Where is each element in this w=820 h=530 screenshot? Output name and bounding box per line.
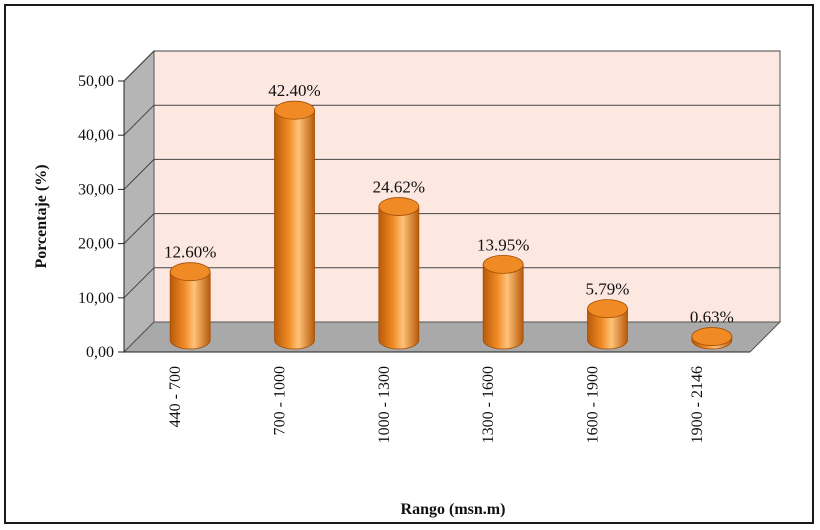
data-label: 0.63% (690, 308, 734, 327)
data-label: 13.95% (477, 235, 529, 254)
x-tick-label: 700 - 1000 (272, 366, 289, 435)
back-wall (153, 50, 781, 323)
bar-cylinder (274, 109, 315, 350)
data-label: 12.60% (164, 243, 216, 262)
bar-cylinder (169, 271, 211, 350)
bar-top (691, 327, 733, 346)
x-tick-label: 1300 - 1600 (480, 366, 497, 443)
bar-top (482, 254, 524, 274)
bar-top (169, 262, 211, 282)
chart-frame: 0,00 10,00 20,00 30,00 40,00 50,00 12.60% 440 -… (4, 4, 814, 524)
floor (122, 321, 782, 353)
side-wall (123, 49, 155, 354)
data-label: 42.40% (268, 81, 320, 100)
x-axis-title: Rango (msn.m) (401, 501, 506, 518)
x-tick-label: 1000 - 1300 (376, 366, 393, 443)
y-tick-label: 0,00 (86, 344, 114, 361)
bar-cylinder (378, 206, 420, 350)
gridline-side (123, 213, 155, 244)
bar-top (378, 197, 420, 216)
gridline-side (123, 50, 155, 82)
gridline-side (123, 267, 155, 299)
y-tick-label: 30,00 (78, 181, 114, 198)
bar-top (587, 299, 628, 319)
x-tick-label: 1900 - 2146 (689, 366, 706, 443)
bar-cylinder (587, 308, 628, 350)
bar-cylinder (482, 263, 524, 350)
data-label: 24.62% (373, 178, 425, 197)
y-tick-label: 10,00 (78, 290, 114, 307)
data-label: 5.79% (586, 280, 630, 299)
bar-chart: 0,00 10,00 20,00 30,00 40,00 50,00 12.60% 440 -… (33, 49, 782, 518)
y-tick-label: 50,00 (78, 73, 114, 90)
gridline-side (123, 159, 155, 190)
y-axis-title: Porcentaje (%) (33, 164, 50, 268)
gridline-side (123, 104, 155, 136)
x-tick-label: 440 - 700 (167, 366, 184, 427)
bar-top (274, 100, 315, 120)
y-tick-label: 20,00 (78, 236, 114, 253)
y-tick-label: 40,00 (78, 127, 114, 144)
x-tick-label: 1600 - 1900 (585, 366, 602, 443)
